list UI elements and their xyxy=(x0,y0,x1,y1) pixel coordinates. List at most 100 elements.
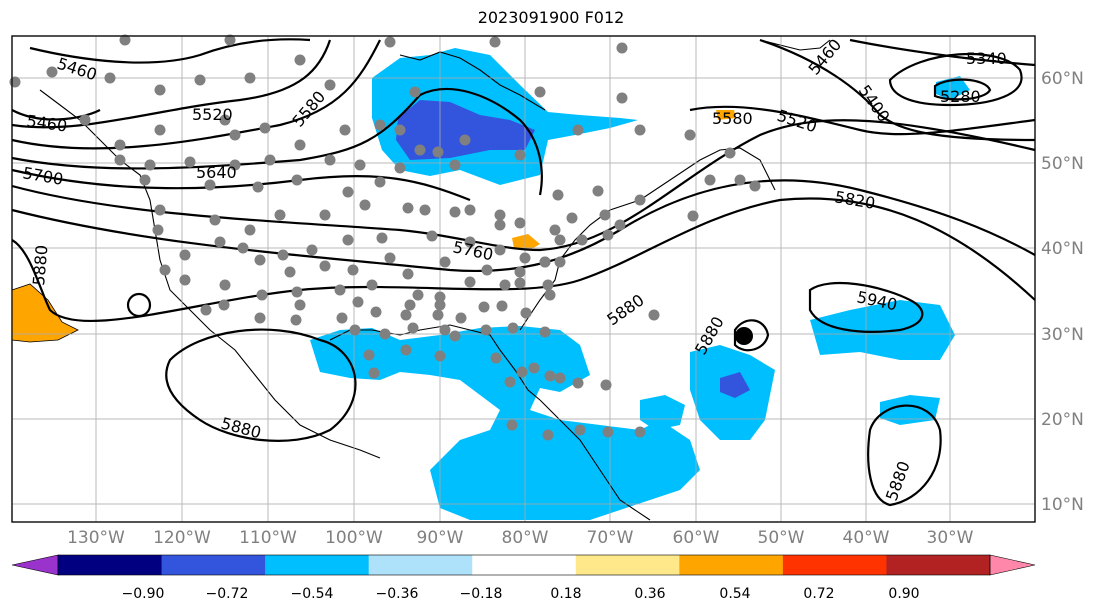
station-dot xyxy=(506,419,518,431)
station-dot xyxy=(237,242,249,254)
station-dot xyxy=(514,266,526,278)
station-dot xyxy=(352,296,364,308)
contour-label: 5640 xyxy=(196,163,237,182)
station-dot xyxy=(490,352,502,364)
station-dot xyxy=(144,159,156,171)
contour-5760 xyxy=(11,119,1036,252)
station-dot xyxy=(119,34,131,46)
station-dot xyxy=(734,174,746,186)
station-dot xyxy=(572,377,584,389)
station-dot xyxy=(104,72,116,84)
station-dot xyxy=(152,224,164,236)
station-dot xyxy=(414,144,426,156)
contour-5940 xyxy=(808,281,924,333)
station-dot xyxy=(507,322,519,334)
graticule xyxy=(12,36,1035,522)
precip-atlantic-4 xyxy=(640,395,685,430)
station-dot xyxy=(616,92,628,104)
station-dot xyxy=(159,264,171,276)
colorbar-tick: 0.54 xyxy=(719,586,750,602)
station-dot xyxy=(214,236,226,248)
station-dot xyxy=(294,139,306,151)
station-dot xyxy=(219,279,231,291)
colorbar-cell xyxy=(58,555,163,575)
lon-label: 110°W xyxy=(239,528,297,548)
station-dot xyxy=(634,194,646,206)
station-dot xyxy=(599,209,611,221)
station-dot xyxy=(354,159,366,171)
station-dot xyxy=(402,202,414,214)
station-dot xyxy=(184,156,196,168)
station-dot xyxy=(336,312,348,324)
station-dot xyxy=(514,277,526,289)
contour-5580 xyxy=(11,39,381,150)
station-dot xyxy=(256,289,268,301)
station-dot xyxy=(432,309,444,321)
lon-label: 60°W xyxy=(673,528,720,548)
station-dot xyxy=(449,206,461,218)
station-dot xyxy=(449,330,461,342)
contour-label: 5280 xyxy=(940,87,981,106)
station-dot xyxy=(516,366,528,378)
station-dot xyxy=(259,122,271,134)
contour-5700 xyxy=(11,168,471,202)
station-dot xyxy=(419,204,431,216)
hurricane-center xyxy=(735,327,753,345)
station-dot xyxy=(224,34,236,46)
colorbar-outline xyxy=(57,554,991,576)
colorbar-cell xyxy=(575,555,680,575)
precip-atlantic-3 xyxy=(880,395,940,425)
station-dot xyxy=(566,212,578,224)
station-dot xyxy=(519,252,531,264)
station-dot xyxy=(634,426,646,438)
station-dot xyxy=(634,124,646,136)
station-dot xyxy=(200,304,212,316)
station-dot xyxy=(379,328,391,340)
latitude-labels: 60°N 50°N 40°N 30°N 20°N 10°N xyxy=(1041,69,1084,515)
colorbar-tick: −0.18 xyxy=(460,586,503,602)
station-dot xyxy=(602,426,614,438)
lat-label: 60°N xyxy=(1041,69,1084,89)
station-dot xyxy=(400,309,412,321)
colorbar-tick: −0.36 xyxy=(376,586,419,602)
station-dot xyxy=(400,344,412,356)
station-dot xyxy=(154,204,166,216)
colorbar-ticks: −0.90 −0.72 −0.54 −0.36 −0.18 0.18 0.36 … xyxy=(122,586,920,602)
contour-5520 xyxy=(11,39,332,129)
precip-shading xyxy=(11,48,970,520)
contour-5460-west xyxy=(11,109,101,121)
station-dot xyxy=(218,299,230,311)
lat-label: 50°N xyxy=(1041,154,1084,174)
station-dot xyxy=(704,174,716,186)
station-dot xyxy=(434,291,446,303)
station-dot xyxy=(349,324,361,336)
station-dot xyxy=(439,324,451,336)
station-dot xyxy=(363,349,375,361)
station-dot xyxy=(404,299,416,311)
station-dot xyxy=(520,307,532,319)
map-title: 2023091900 F012 xyxy=(477,8,625,27)
station-dot xyxy=(494,219,506,231)
station-dot xyxy=(542,279,554,291)
station-dot xyxy=(432,146,444,158)
station-dot xyxy=(534,86,546,98)
colorbar-cell xyxy=(368,555,473,575)
station-dot xyxy=(204,179,216,191)
station-dot xyxy=(684,129,696,141)
colorbar-tick: 0.72 xyxy=(803,586,834,602)
station-dot xyxy=(274,209,286,221)
station-dot xyxy=(409,86,421,98)
station-dot xyxy=(254,254,266,266)
station-dot xyxy=(494,209,506,221)
contour-upper-arc xyxy=(759,38,1036,142)
station-dot xyxy=(359,199,371,211)
station-dot xyxy=(648,309,660,321)
station-dot xyxy=(9,76,21,88)
lon-label: 80°W xyxy=(502,528,549,548)
station-dot xyxy=(449,159,461,171)
station-dot xyxy=(544,370,556,382)
map-area: 5460 5460 5520 5580 5640 5700 5880 5760 … xyxy=(9,34,1036,523)
station-dot xyxy=(572,124,584,136)
contour-label: 5340 xyxy=(966,49,1007,68)
